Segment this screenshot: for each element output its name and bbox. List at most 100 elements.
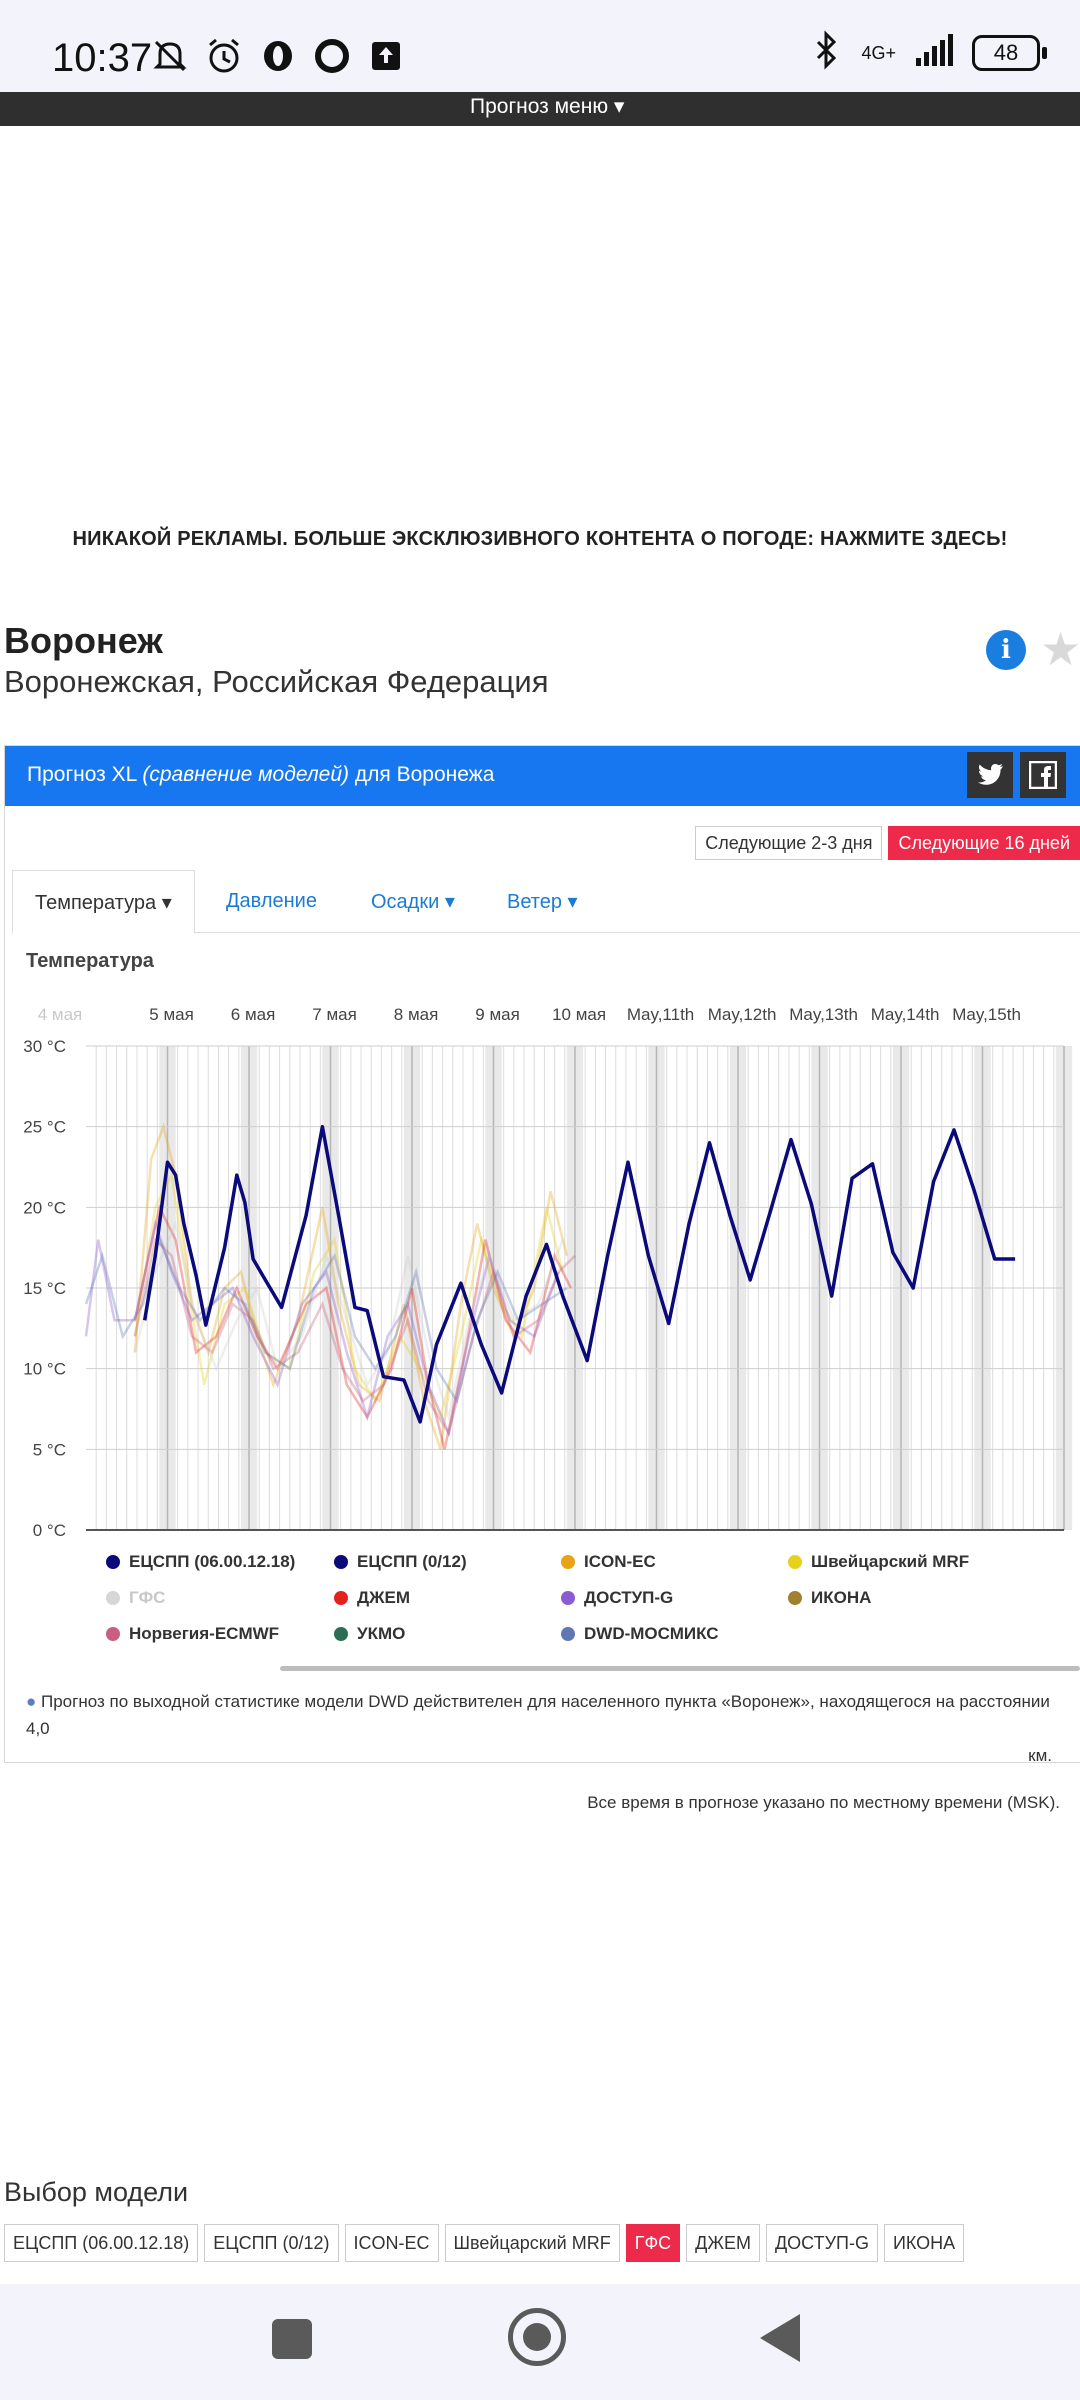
model-button[interactable]: ЕЦСПП (0/12) — [204, 2224, 339, 2262]
legend-item[interactable]: УКМО — [334, 1624, 405, 1644]
x-tick-label: 7 мая — [312, 1005, 357, 1024]
legend-label: Норвегия-ECMWF — [129, 1624, 280, 1643]
legend-label: ЕЦСПП (06.00.12.18) — [129, 1552, 296, 1571]
legend-item[interactable]: Швейцарский MRF — [788, 1552, 969, 1572]
legend-item[interactable]: ДЖЕМ — [334, 1588, 410, 1608]
temperature-chart: 0 °C 5 °C 10 °C 15 °C 20 °C 25 °C 30 °C 4 мая 5 … — [23, 1005, 1073, 1540]
legend-item[interactable]: ICON-EC — [561, 1552, 656, 1572]
x-tick-label: May,12th — [708, 1005, 777, 1024]
legend-label: Швейцарский MRF — [811, 1552, 970, 1571]
android-nav-bar — [0, 2284, 1080, 2400]
facebook-icon[interactable] — [1020, 752, 1066, 798]
forecast-menu-label[interactable]: Прогноз меню ▾ — [470, 95, 625, 118]
tab-wind[interactable]: Ветер ▾ — [507, 890, 578, 913]
status-icons-left — [150, 36, 406, 76]
city-name: Воронеж — [4, 620, 163, 661]
timezone-note: Все время в прогнозе указано по местному… — [587, 1793, 1060, 1812]
legend-label: ЕЦСПП (0/12) — [357, 1552, 467, 1571]
dwd-note: ● Прогноз по выходной статистике модели … — [26, 1688, 1052, 1769]
legend-label: УКМО — [357, 1624, 406, 1643]
chart-horizontal-scrollbar[interactable] — [280, 1666, 1080, 1671]
mute-icon — [150, 36, 190, 76]
panel-title: Прогноз XL (сравнение моделей) для Ворон… — [27, 763, 494, 787]
panel-title-suffix: для Воронежа — [349, 763, 495, 786]
model-button[interactable]: ICON-EC — [344, 2224, 439, 2262]
x-tick-label: 4 мая — [38, 1005, 83, 1024]
ecmwf-series-line — [142, 1124, 1016, 1424]
chart-title: Температура — [26, 950, 154, 972]
note-text: Прогноз по выходной статистике модели DW… — [26, 1692, 1050, 1738]
legend-item[interactable]: ДОСТУП-G — [561, 1588, 673, 1608]
twitter-icon[interactable] — [967, 752, 1013, 798]
note-unit: км. — [1028, 1746, 1052, 1765]
legend-item[interactable]: DWD-МОСМИКС — [561, 1624, 719, 1644]
legend-item[interactable]: ЕЦСПП (0/12) — [334, 1552, 467, 1572]
bluetooth-icon — [809, 30, 843, 75]
legend-label: DWD-МОСМИКС — [584, 1624, 719, 1643]
legend-dot — [788, 1555, 802, 1569]
legend-dot — [106, 1627, 120, 1641]
y-tick-label: 30 °C — [23, 1037, 66, 1056]
y-tick-label: 25 °C — [23, 1118, 66, 1137]
legend-item[interactable]: ЕЦСПП (06.00.12.18) — [106, 1552, 295, 1572]
legend-dot — [106, 1591, 120, 1605]
opera-icon — [258, 36, 298, 76]
model-button[interactable]: ИКОНА — [883, 2224, 965, 2262]
legend-item[interactable]: Норвегия-ECMWF — [106, 1624, 279, 1644]
model-buttons: ЕЦСПП (06.00.12.18) ЕЦСПП (0/12) ICON-EC… — [4, 2224, 965, 2262]
model-button-active[interactable]: ГФС — [625, 2224, 681, 2262]
x-tick-label: May,15th — [952, 1005, 1021, 1024]
legend-dot — [561, 1591, 575, 1605]
model-series-line — [133, 1237, 576, 1437]
region-name: Воронежская, Российская Федерация — [4, 664, 549, 699]
model-button[interactable]: ЕЦСПП (06.00.12.18) — [4, 2224, 199, 2262]
legend-label: ГФС — [129, 1588, 166, 1607]
x-tick-label: May,11th — [627, 1005, 694, 1024]
recents-button[interactable] — [272, 2319, 312, 2359]
y-tick-label: 0 °C — [33, 1521, 66, 1540]
status-icons-right: 4G+ 48 — [809, 30, 1047, 75]
model-select-title: Выбор модели — [4, 2177, 189, 2207]
tab-precipitation[interactable]: Осадки ▾ — [371, 890, 455, 913]
legend-item[interactable]: ГФС — [106, 1588, 165, 1608]
info-icon[interactable]: i — [986, 630, 1026, 670]
model-button[interactable]: Швейцарский MRF — [444, 2224, 620, 2262]
no-ads-promo-link[interactable]: НИКАКОЙ РЕКЛАМЫ. БОЛЬШЕ ЭКСКЛЮЗИВНОГО КО… — [72, 528, 1008, 550]
x-tick-label: May,14th — [871, 1005, 940, 1024]
model-series-line — [133, 1122, 569, 1450]
legend-label: ДОСТУП-G — [584, 1588, 674, 1607]
tab-pressure[interactable]: Давление — [226, 889, 317, 912]
favorite-star-icon[interactable]: ★ — [1040, 623, 1080, 675]
range-buttons: Следующие 2-3 дня Следующие 16 дней — [695, 826, 1080, 860]
range-2-3-days-button[interactable]: Следующие 2-3 дня — [695, 826, 883, 860]
legend-item[interactable]: ИКОНА — [788, 1588, 871, 1608]
signal-icon — [914, 32, 954, 73]
model-button[interactable]: ДЖЕМ — [686, 2224, 760, 2262]
legend-label: ИКОНА — [811, 1588, 872, 1607]
note-bullet: ● — [26, 1692, 41, 1711]
y-tick-label: 20 °C — [23, 1198, 66, 1217]
upload-icon — [366, 36, 406, 76]
alarm-icon — [204, 36, 244, 76]
legend-dot — [334, 1555, 348, 1569]
x-tick-label: 9 мая — [475, 1005, 520, 1024]
back-button[interactable] — [760, 2314, 800, 2362]
legend-dot — [561, 1555, 575, 1569]
x-tick-label: 8 мая — [394, 1005, 439, 1024]
x-tick-label: May,13th — [789, 1005, 858, 1024]
y-tick-label: 10 °C — [23, 1360, 66, 1379]
panel-title-em: (сравнение моделей) — [142, 763, 350, 786]
home-button[interactable] — [508, 2308, 566, 2366]
model-button[interactable]: ДОСТУП-G — [765, 2224, 878, 2262]
x-tick-label: 5 мая — [149, 1005, 194, 1024]
panel-header: Прогноз XL (сравнение моделей) для Ворон… — [5, 746, 1080, 806]
battery-indicator: 48 — [972, 34, 1047, 71]
x-tick-label: 6 мая — [231, 1005, 276, 1024]
range-16-days-button[interactable]: Следующие 16 дней — [888, 826, 1080, 860]
model-series-line — [133, 1171, 565, 1422]
tab-temperature[interactable]: Температура ▾ — [12, 870, 195, 934]
legend-label: ICON-EC — [584, 1552, 656, 1571]
legend-dot — [334, 1591, 348, 1605]
forecast-menu-bar[interactable]: Прогноз меню ▾ — [0, 92, 1080, 126]
legend-dot — [788, 1591, 802, 1605]
